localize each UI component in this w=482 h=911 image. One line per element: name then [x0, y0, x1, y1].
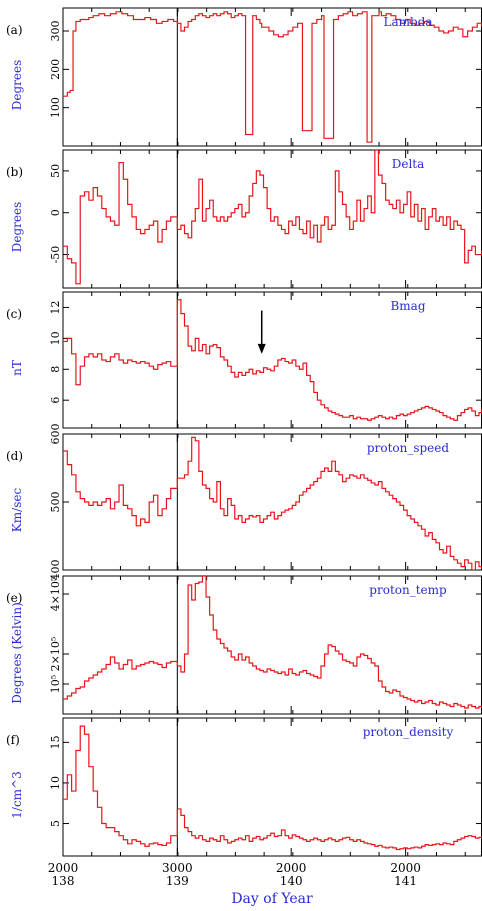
panel-f: 5 10 15 proton_density (f) 1/cm^3	[6, 717, 482, 857]
x-tick-day: 139	[166, 874, 189, 888]
panel-label: (c)	[6, 307, 22, 321]
y-tick-label: 5	[49, 820, 62, 827]
panel-label: (d)	[6, 449, 23, 463]
series-name: proton_speed	[367, 441, 449, 455]
x-tick-time: 2000	[276, 861, 307, 875]
series-name: Lambda	[383, 15, 432, 29]
xlabel: Day of Year	[231, 891, 313, 907]
panel-d: 400 500 600 proton_speed (d) Km/sec	[6, 424, 482, 581]
panel-label: (e)	[6, 591, 22, 605]
y-axis-label: Degrees	[10, 60, 24, 111]
y-tick-label: 50	[49, 164, 62, 178]
panels: 100 200 300 Lambda (a) Degrees -50 0 50 Delta (b) D…	[6, 7, 482, 857]
arrow-marker	[257, 310, 266, 354]
series-line	[63, 11, 482, 143]
series-name: proton_density	[363, 725, 454, 739]
y-axis-label: nT	[10, 360, 24, 376]
y-tick-label: 500	[49, 492, 62, 513]
panel-label: (f)	[6, 733, 20, 747]
y-tick-label: 300	[49, 21, 62, 42]
y-tick-label: 8	[49, 366, 62, 373]
y-axis-label: 1/cm^3	[10, 771, 24, 818]
y-tick-label: 12	[49, 300, 62, 314]
x-tick-time: 3000	[162, 861, 193, 875]
y-tick-label: 10	[49, 776, 62, 790]
panel-b: -50 0 50 Delta (b) Degrees	[6, 149, 482, 289]
x-tick-day: 141	[394, 874, 417, 888]
y-tick-label: -50	[49, 246, 62, 264]
panel-c: 6 8 10 12 Bmag (c) nT	[6, 291, 482, 429]
y-axis-label: Km/sec	[10, 488, 24, 533]
y-tick-label: 10	[49, 331, 62, 345]
y-tick-label: 15	[49, 735, 62, 749]
panel-label: (a)	[6, 23, 23, 37]
y-tick-label: 100	[49, 97, 62, 118]
series-name: Bmag	[390, 299, 425, 313]
series-name: Delta	[392, 157, 425, 171]
y-tick-label: 400	[49, 560, 62, 581]
y-axis-label: Degrees (Kelvin)	[10, 602, 24, 704]
x-tick-time: 2000	[48, 861, 79, 875]
x-tick-day: 140	[280, 874, 303, 888]
series-line	[63, 299, 482, 421]
y-axis-label: Degrees	[10, 202, 24, 253]
y-tick-label: 6	[49, 397, 62, 404]
y-tick-label: 4×10⁵	[49, 577, 62, 612]
x-tick-time: 2000	[390, 861, 421, 875]
series-line	[63, 436, 482, 570]
panel-e: 10⁵ 2×10⁵ 4×10⁵ proton_temp (e)Degrees (Kelv…	[6, 575, 482, 715]
series-line	[63, 150, 482, 285]
y-tick-label: 600	[49, 424, 62, 445]
y-tick-label: 10⁵	[49, 675, 62, 693]
arrow-head	[257, 343, 266, 354]
y-tick-label: 0	[49, 209, 62, 216]
y-tick-label: 200	[49, 59, 62, 80]
panel-label: (b)	[6, 165, 23, 179]
panel-a: 100 200 300 Lambda (a) Degrees	[6, 7, 482, 147]
series-name: proton_temp	[369, 583, 447, 597]
x-tick-day: 138	[52, 874, 75, 888]
y-tick-label: 2×10⁵	[49, 637, 62, 672]
series-line	[63, 576, 482, 709]
series-line	[63, 725, 482, 851]
